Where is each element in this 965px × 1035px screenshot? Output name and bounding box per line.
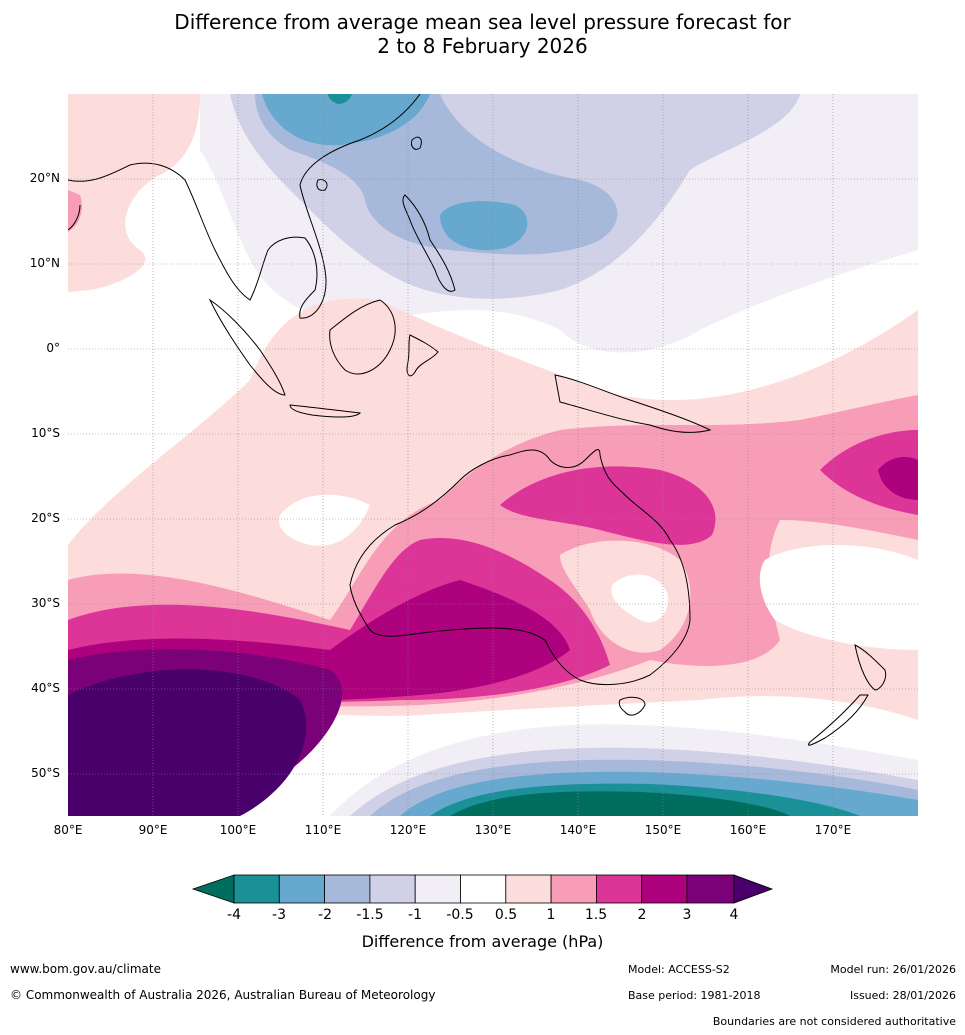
lon-label-80e: 80°E <box>53 823 83 837</box>
colorbar-tick: -4 <box>227 907 241 923</box>
copyright-text: © Commonwealth of Australia 2026, Austra… <box>10 988 436 1002</box>
lon-label-140e: 140°E <box>559 823 597 837</box>
lat-label-30s: 30°S <box>31 596 60 610</box>
coastline-java <box>289 404 362 418</box>
colorbar-tick: -3 <box>272 907 286 923</box>
lat-label-40s: 40°S <box>31 681 60 695</box>
title-line-2: 2 to 8 February 2026 <box>377 34 588 58</box>
model-run-date: Model run: 26/01/2026 <box>830 963 956 976</box>
anomaly-neutral-indian-ocean <box>279 494 370 546</box>
coastlines <box>68 94 887 746</box>
coastline-sulawesi <box>406 334 439 377</box>
colorbar-tick: 3 <box>682 907 692 923</box>
anomaly-pos-1-northwest <box>68 190 82 232</box>
coastline-australia <box>349 449 691 685</box>
colorbar-extend-max <box>733 874 774 904</box>
anomaly-pos-4 <box>68 669 307 816</box>
colorbar-bin-10 <box>686 874 735 904</box>
coastline-india-west <box>68 204 81 231</box>
coastline-new-zealand-north <box>854 644 887 691</box>
model-name: Model: ACCESS-S2 <box>628 963 730 976</box>
coastline-asian-mainland <box>68 94 421 319</box>
lat-label-20s: 20°S <box>31 511 60 525</box>
anomaly-pos-15-northeast <box>500 466 716 545</box>
colorbar-bin-1 <box>278 874 325 904</box>
pressure-anomaly-field <box>68 94 918 816</box>
colorbar-bin-8 <box>596 874 643 904</box>
lat-label-equator: 0° <box>46 341 60 355</box>
colorbar-tick: 1 <box>546 907 556 923</box>
issued-date: Issued: 28/01/2026 <box>849 989 956 1002</box>
lon-label-170e: 170°E <box>814 823 852 837</box>
lat-label-10s: 10°S <box>31 426 60 440</box>
colorbar <box>191 874 774 904</box>
colorbar-tick: 0.5 <box>494 907 518 923</box>
coastline-borneo <box>329 299 396 375</box>
lon-label-150e: 150°E <box>644 823 682 837</box>
coastline-new-zealand-south <box>807 694 869 746</box>
colorbar-tick: 2 <box>637 907 647 923</box>
graticule <box>68 94 918 816</box>
colorbar-extend-min <box>191 874 235 904</box>
lon-label-90e: 90°E <box>138 823 168 837</box>
lat-label-20n: 20°N <box>29 171 60 185</box>
colorbar-bin-4 <box>414 874 461 904</box>
lon-label-160e: 160°E <box>729 823 767 837</box>
title-line-1: Difference from average mean sea level p… <box>174 10 791 34</box>
coastline-new-guinea <box>554 374 712 433</box>
colorbar-bin-6 <box>505 874 552 904</box>
anomaly-pos-2-east <box>878 457 918 500</box>
colorbar-bin-0 <box>233 874 280 904</box>
coastline-sumatra <box>208 298 286 396</box>
anomaly-pos-05-northwest <box>68 94 200 292</box>
anomaly-neg-2-north-a <box>262 94 430 146</box>
colorbar-bin-9 <box>641 874 688 904</box>
anomaly-neutral-tasman <box>759 545 918 650</box>
lon-label-120e: 120°E <box>389 823 427 837</box>
colorbar-bin-7 <box>550 874 597 904</box>
coastline-tasmania <box>618 696 646 716</box>
colorbar-tick: 4 <box>729 907 739 923</box>
colorbar-bin-5 <box>460 874 507 904</box>
boundaries-disclaimer: Boundaries are not considered authoritat… <box>712 1015 956 1028</box>
colorbar-tick: -1.5 <box>356 907 384 923</box>
coastline-philippines <box>402 194 456 292</box>
anomaly-neg-3-north <box>328 94 352 104</box>
colorbar-label: Difference from average (hPa) <box>361 932 604 951</box>
lon-label-110e: 110°E <box>304 823 342 837</box>
lon-label-130e: 130°E <box>474 823 512 837</box>
anomaly-neg-4-south <box>450 791 790 816</box>
anomaly-neg-2-north-b <box>440 201 528 251</box>
base-period: Base period: 1981-2018 <box>628 989 761 1002</box>
website-link[interactable]: www.bom.gov.au/climate <box>10 962 161 976</box>
coastline-hainan-taiwan <box>316 136 422 191</box>
anomaly-neutral-inner-australia <box>611 574 669 623</box>
colorbar-tick: -1 <box>408 907 422 923</box>
chart-title: Difference from average mean sea level p… <box>0 10 965 58</box>
anomaly-pos-15-east <box>820 430 918 515</box>
colorbar-bin-3 <box>369 874 416 904</box>
lon-label-100e: 100°E <box>219 823 257 837</box>
colorbar-tick: -2 <box>318 907 332 923</box>
colorbar-tick: 1.5 <box>584 907 608 923</box>
colorbar-bin-2 <box>324 874 371 904</box>
lat-label-10n: 10°N <box>29 256 60 270</box>
colorbar-tick: -0.5 <box>446 907 474 923</box>
lat-label-50s: 50°S <box>31 766 60 780</box>
